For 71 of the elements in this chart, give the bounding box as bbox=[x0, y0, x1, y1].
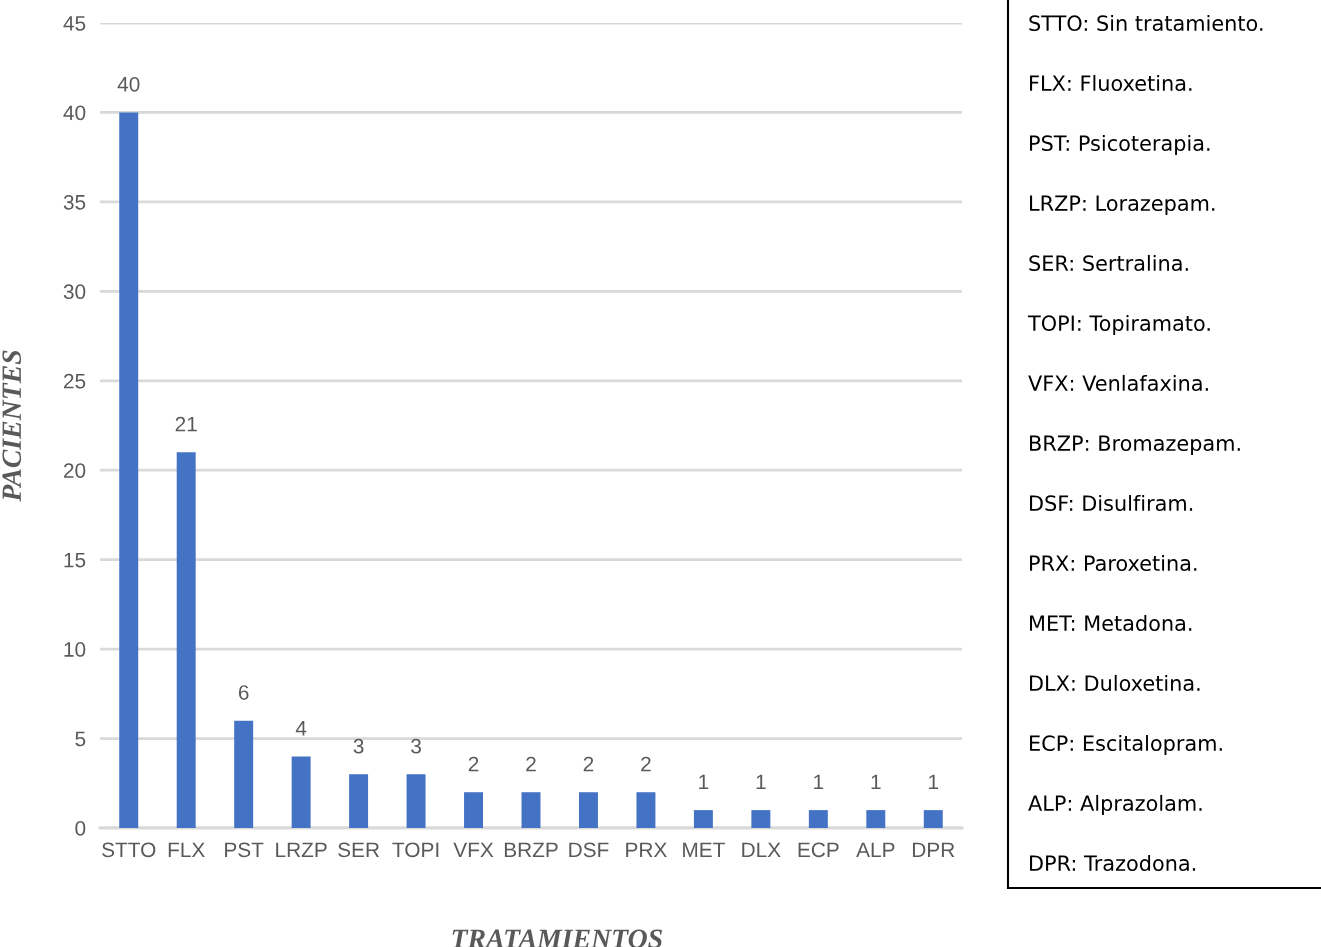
text: FLX: Fluoxetina. bbox=[1030, 74, 1192, 92]
x-tick-label: PST bbox=[225, 842, 264, 858]
bar bbox=[464, 792, 484, 828]
x-tick-label: PRX bbox=[626, 842, 667, 857]
bar bbox=[751, 810, 771, 828]
y-tick-label: 35 bbox=[63, 194, 86, 210]
x-tick-label: ALP bbox=[856, 842, 895, 857]
x-tick-label: BRZP bbox=[504, 842, 558, 857]
bar bbox=[521, 792, 541, 828]
data-label: 2 bbox=[641, 756, 651, 772]
y-tick-label: 5 bbox=[75, 731, 86, 747]
y-tick-label: 10 bbox=[64, 642, 86, 657]
text: PRX: Paroxetina. bbox=[1030, 554, 1197, 572]
bar bbox=[866, 810, 886, 828]
data-label: 1 bbox=[814, 774, 824, 790]
data-label: 4 bbox=[295, 721, 307, 736]
y-tick-label: 40 bbox=[63, 105, 86, 121]
x-tick-label: FLX bbox=[168, 842, 205, 857]
text: MET: Metadona. bbox=[1030, 614, 1192, 632]
x-tick-label: STTO bbox=[102, 842, 156, 858]
data-label: 2 bbox=[468, 756, 479, 772]
bar bbox=[176, 452, 196, 828]
y-axis-title: PACIENTES bbox=[2, 350, 22, 502]
bar bbox=[923, 810, 943, 828]
bar bbox=[808, 810, 828, 828]
bar bbox=[693, 810, 713, 828]
data-label: 3 bbox=[411, 738, 421, 754]
text: DPR: Trazodona. bbox=[1030, 854, 1196, 872]
data-label: 1 bbox=[756, 774, 766, 790]
y-tick-label: 15 bbox=[64, 552, 86, 568]
x-tick-label: SER bbox=[338, 842, 380, 858]
text: VFX: Venlafaxina. bbox=[1028, 374, 1208, 392]
y-tick-label: 45 bbox=[63, 16, 86, 31]
data-label: 6 bbox=[238, 685, 249, 700]
data-label: 2 bbox=[583, 756, 594, 772]
bar bbox=[234, 720, 254, 828]
y-tick-label: 25 bbox=[63, 373, 86, 389]
bar bbox=[349, 774, 369, 828]
y-tick-label: 0 bbox=[75, 821, 86, 836]
data-label: 2 bbox=[526, 756, 536, 772]
text: BRZP: Bromazepam. bbox=[1030, 435, 1240, 456]
text: STTO: Sin tratamiento. bbox=[1029, 14, 1263, 32]
x-tick-label: LRZP bbox=[276, 842, 327, 857]
text: DLX: Duloxetina. bbox=[1030, 674, 1200, 692]
bar bbox=[578, 792, 598, 828]
x-tick-label: ECP bbox=[798, 842, 839, 858]
x-tick-label: TOPI bbox=[392, 842, 439, 858]
text: TOPI: Topiramato. bbox=[1027, 314, 1210, 336]
y-tick-label: 30 bbox=[63, 284, 86, 300]
bar bbox=[119, 112, 139, 828]
text: SER: Sertralina. bbox=[1029, 254, 1188, 272]
x-tick-label: DSF bbox=[569, 842, 609, 858]
bar bbox=[636, 792, 656, 828]
text: PST: Psicoterapia. bbox=[1030, 134, 1210, 156]
x-tick-label: DPR bbox=[912, 842, 955, 857]
data-label: 1 bbox=[699, 774, 709, 790]
text: LRZP: Lorazepam. bbox=[1030, 195, 1215, 216]
text: ALP: Alprazolam. bbox=[1028, 794, 1202, 816]
data-label: 21 bbox=[175, 416, 197, 432]
data-label: 1 bbox=[871, 774, 881, 790]
bar bbox=[406, 774, 426, 828]
x-tick-label: VFX bbox=[453, 842, 494, 857]
data-label: 3 bbox=[353, 738, 364, 754]
x-tick-label: DLX bbox=[742, 842, 781, 857]
text: ECP: Escitalopram. bbox=[1030, 734, 1222, 756]
x-tick-label: MET bbox=[683, 842, 725, 857]
bar bbox=[291, 756, 311, 828]
y-tick-label: 20 bbox=[63, 463, 86, 478]
text: DSF: Disulfiram. bbox=[1030, 494, 1193, 512]
data-label: 40 bbox=[117, 76, 140, 92]
data-label: 1 bbox=[929, 774, 939, 790]
